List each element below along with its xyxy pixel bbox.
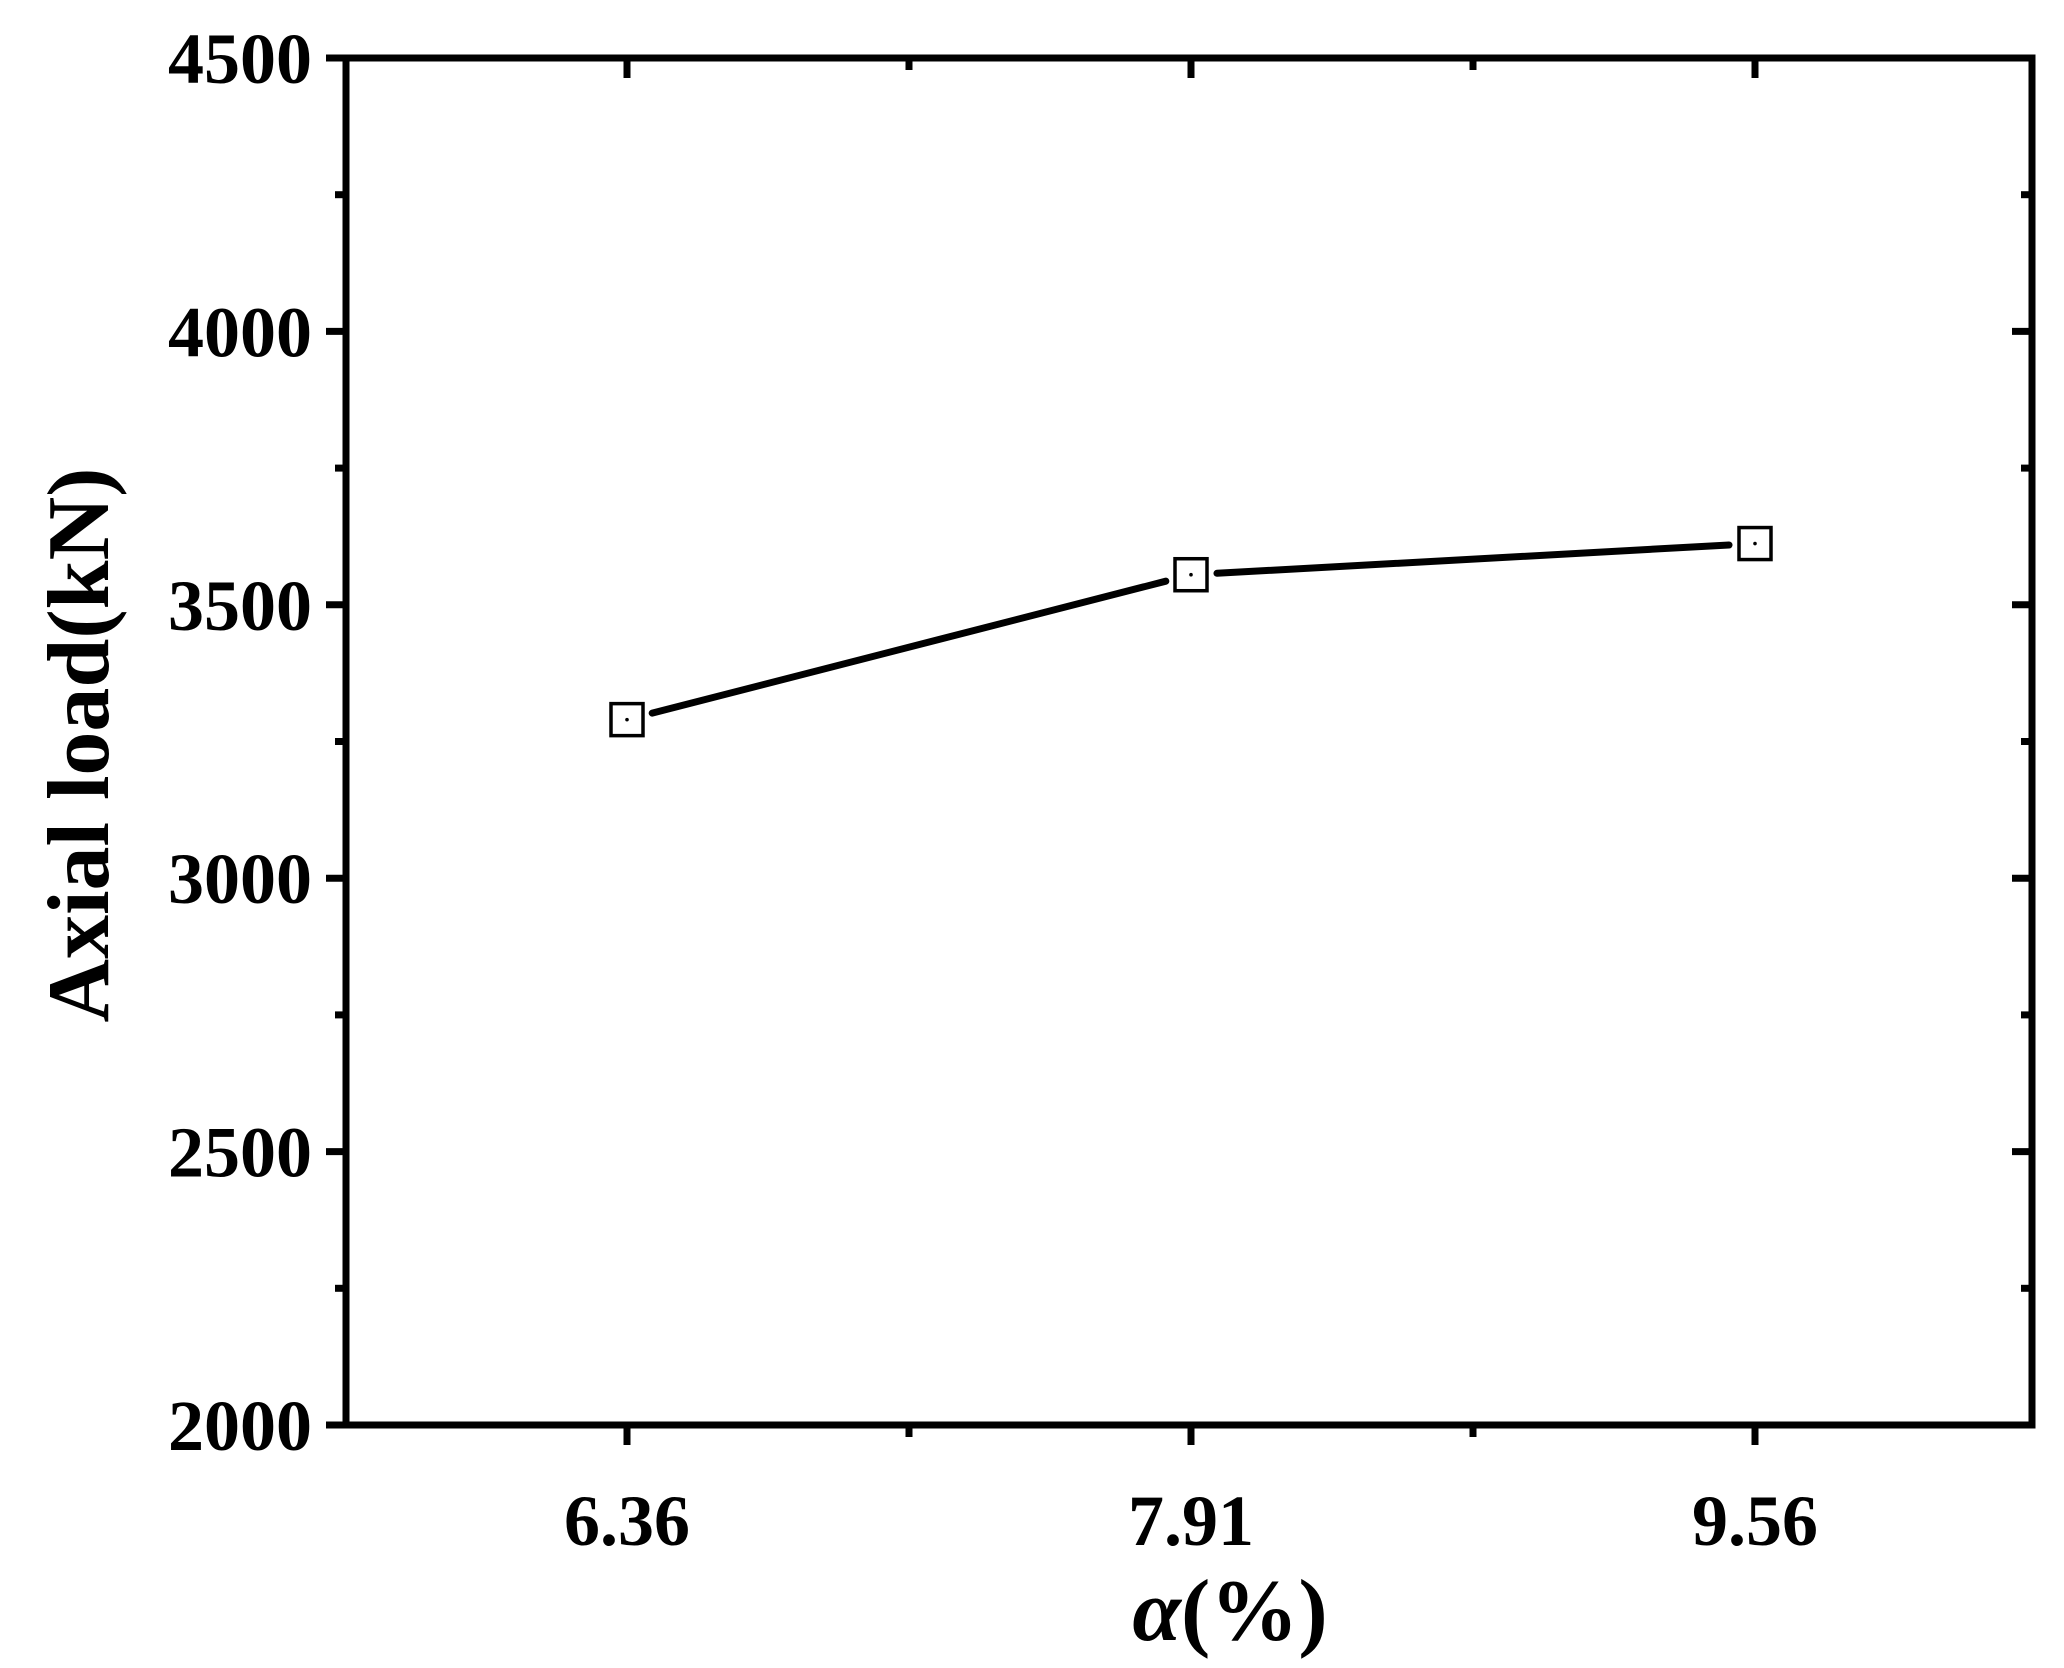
series-line-segment <box>1213 541 1733 577</box>
labels-layer: 2000 2500 3000 3500 4000 4500 6.36 7.91 9.56 <box>168 19 1818 1561</box>
x-axis-title-symbol: α <box>1132 1563 1182 1660</box>
y-tick-label: 2000 <box>168 1386 312 1466</box>
data-point-marker <box>609 701 645 738</box>
x-axis-title-unit: (%) <box>1181 1563 1328 1660</box>
x-tick-label: 7.91 <box>1128 1481 1254 1561</box>
marker-square <box>609 701 645 738</box>
data-point-marker <box>1737 525 1773 562</box>
x-tick-label: 6.36 <box>564 1481 690 1561</box>
y-tick-label: 3000 <box>168 839 312 919</box>
y-tick-label: 2500 <box>168 1113 312 1193</box>
series-line-segment <box>648 577 1170 717</box>
y-axis-title: Axial load(kN) <box>31 468 128 1023</box>
x-tick-label: 9.56 <box>1692 1481 1818 1561</box>
data-point-marker <box>1173 556 1209 593</box>
y-tick-label: 3500 <box>168 566 312 646</box>
y-tick-label: 4000 <box>168 292 312 372</box>
y-tick-label: 4500 <box>168 19 312 99</box>
marker-center-dot <box>625 717 629 722</box>
plot-frame <box>342 54 2036 1429</box>
marker-center-dot <box>1753 541 1757 546</box>
ticks-layer <box>326 54 2032 1445</box>
marker-center-dot <box>1189 572 1193 577</box>
plot-layer <box>609 525 1773 738</box>
x-axis-title: α(%) <box>1132 1563 1327 1660</box>
